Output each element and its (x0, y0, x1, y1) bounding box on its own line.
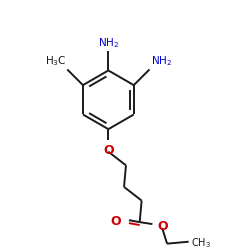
Text: O: O (103, 144, 114, 157)
Text: CH$_3$: CH$_3$ (190, 236, 210, 250)
Text: NH$_2$: NH$_2$ (152, 55, 172, 68)
Text: O: O (157, 220, 168, 232)
Text: NH$_2$: NH$_2$ (98, 36, 119, 50)
Text: O: O (110, 215, 121, 228)
Text: H$_3$C: H$_3$C (45, 55, 66, 68)
